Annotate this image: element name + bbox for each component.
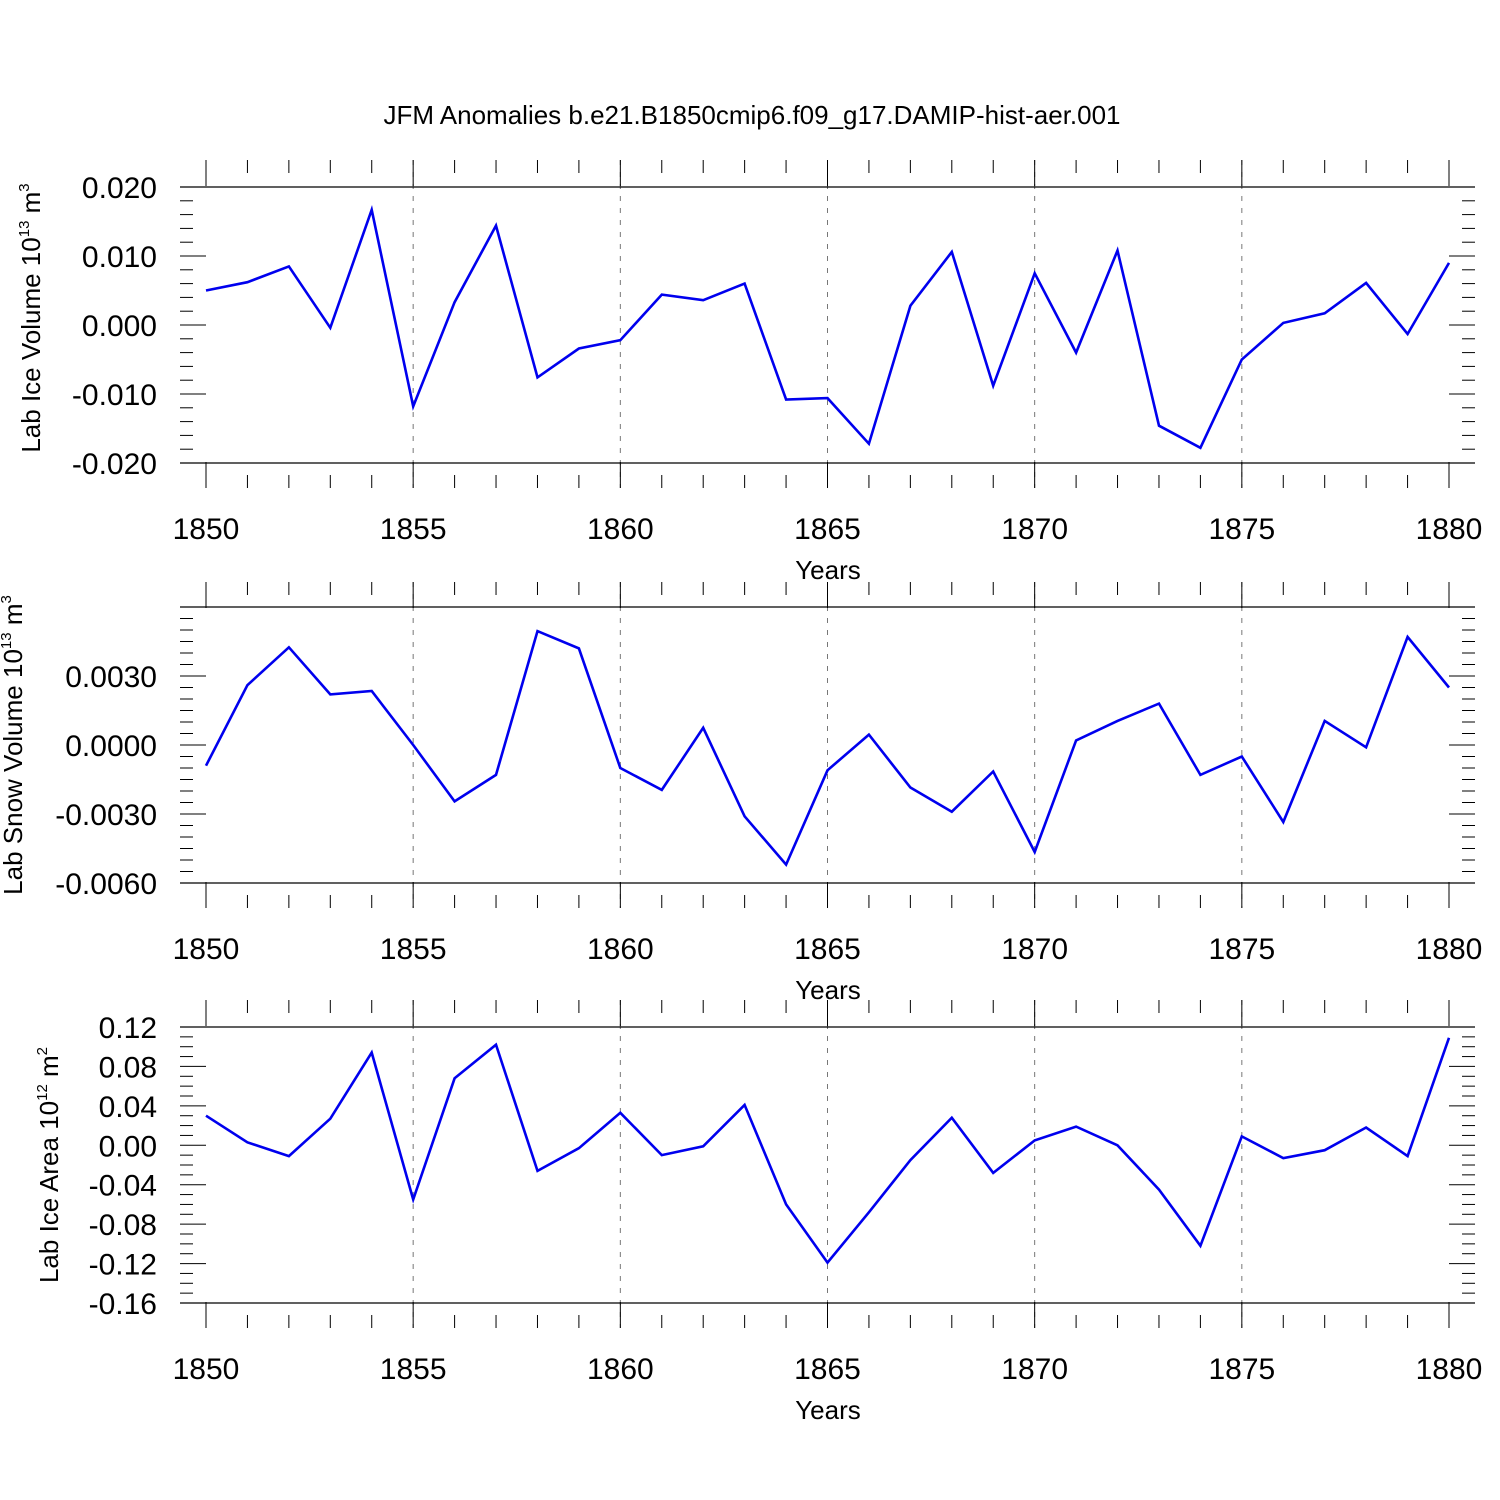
y-tick-label: -0.04	[89, 1170, 157, 1203]
y-tick-label: 0.12	[99, 1012, 157, 1045]
y-tick-label: 0.010	[82, 241, 157, 274]
y-axis-label: Lab Snow Volume 1013 m3	[0, 595, 28, 895]
x-tick-label: 1860	[587, 1353, 654, 1386]
x-tick-label: 1880	[1416, 513, 1483, 546]
x-tick-label: 1865	[794, 933, 861, 966]
x-tick-label: 1855	[380, 933, 447, 966]
x-tick-label: 1880	[1416, 1353, 1483, 1386]
y-tick-label: -0.12	[89, 1249, 157, 1282]
x-axis-label: Years	[795, 1395, 861, 1425]
x-tick-label: 1855	[380, 1353, 447, 1386]
figure-title: JFM Anomalies b.e21.B1850cmip6.f09_g17.D…	[383, 100, 1120, 130]
x-axis-label: Years	[795, 555, 861, 585]
x-tick-label: 1880	[1416, 933, 1483, 966]
x-tick-label: 1860	[587, 933, 654, 966]
x-tick-label: 1865	[794, 513, 861, 546]
y-tick-label: -0.08	[89, 1209, 157, 1242]
x-tick-label: 1865	[794, 1353, 861, 1386]
y-tick-label: -0.0030	[55, 799, 157, 832]
panels: -0.020 -0.010 0.000 0.010 0.020 1850 1855 1860 1…	[0, 160, 1482, 1425]
x-tick-label: 1870	[1001, 1353, 1068, 1386]
x-tick-label: 1855	[380, 513, 447, 546]
y-tick-label: -0.010	[72, 379, 157, 412]
series-line	[205, 1037, 1451, 1265]
y-tick-label: 0.0030	[65, 661, 157, 694]
x-tick-label: 1870	[1001, 933, 1068, 966]
x-tick-label: 1850	[173, 1353, 240, 1386]
x-tick-label: 1875	[1208, 513, 1275, 546]
y-axis-label: Lab Ice Area 1012 m2	[34, 1047, 64, 1283]
y-tick-label: -0.020	[72, 448, 157, 481]
y-tick-label: 0.020	[82, 172, 157, 205]
series-line	[205, 204, 1451, 450]
panel-2: -0.0060 -0.0030 0.0000 0.0030 1850 1855 1860 18…	[0, 582, 1482, 1005]
y-tick-label: 0.00	[99, 1130, 157, 1163]
panel-3: -0.16 -0.12 -0.08 -0.04 0.00 0.04 0.08 0.12 1850…	[34, 1000, 1482, 1425]
x-tick-label: 1850	[173, 933, 240, 966]
x-tick-label: 1875	[1208, 933, 1275, 966]
y-tick-label: 0.000	[82, 310, 157, 343]
x-tick-label: 1850	[173, 513, 240, 546]
y-tick-label: -0.0060	[55, 868, 157, 901]
x-tick-label: 1875	[1208, 1353, 1275, 1386]
y-tick-label: 0.0000	[65, 730, 157, 763]
x-tick-label: 1860	[587, 513, 654, 546]
y-axis-label: Lab Ice Volume 1013 m3	[16, 183, 46, 452]
panel-1: -0.020 -0.010 0.000 0.010 0.020 1850 1855 1860 1…	[16, 160, 1482, 585]
y-tick-label: 0.04	[99, 1091, 157, 1124]
x-tick-label: 1870	[1001, 513, 1068, 546]
y-tick-label: 0.08	[99, 1051, 157, 1084]
y-tick-label: -0.16	[89, 1288, 157, 1321]
